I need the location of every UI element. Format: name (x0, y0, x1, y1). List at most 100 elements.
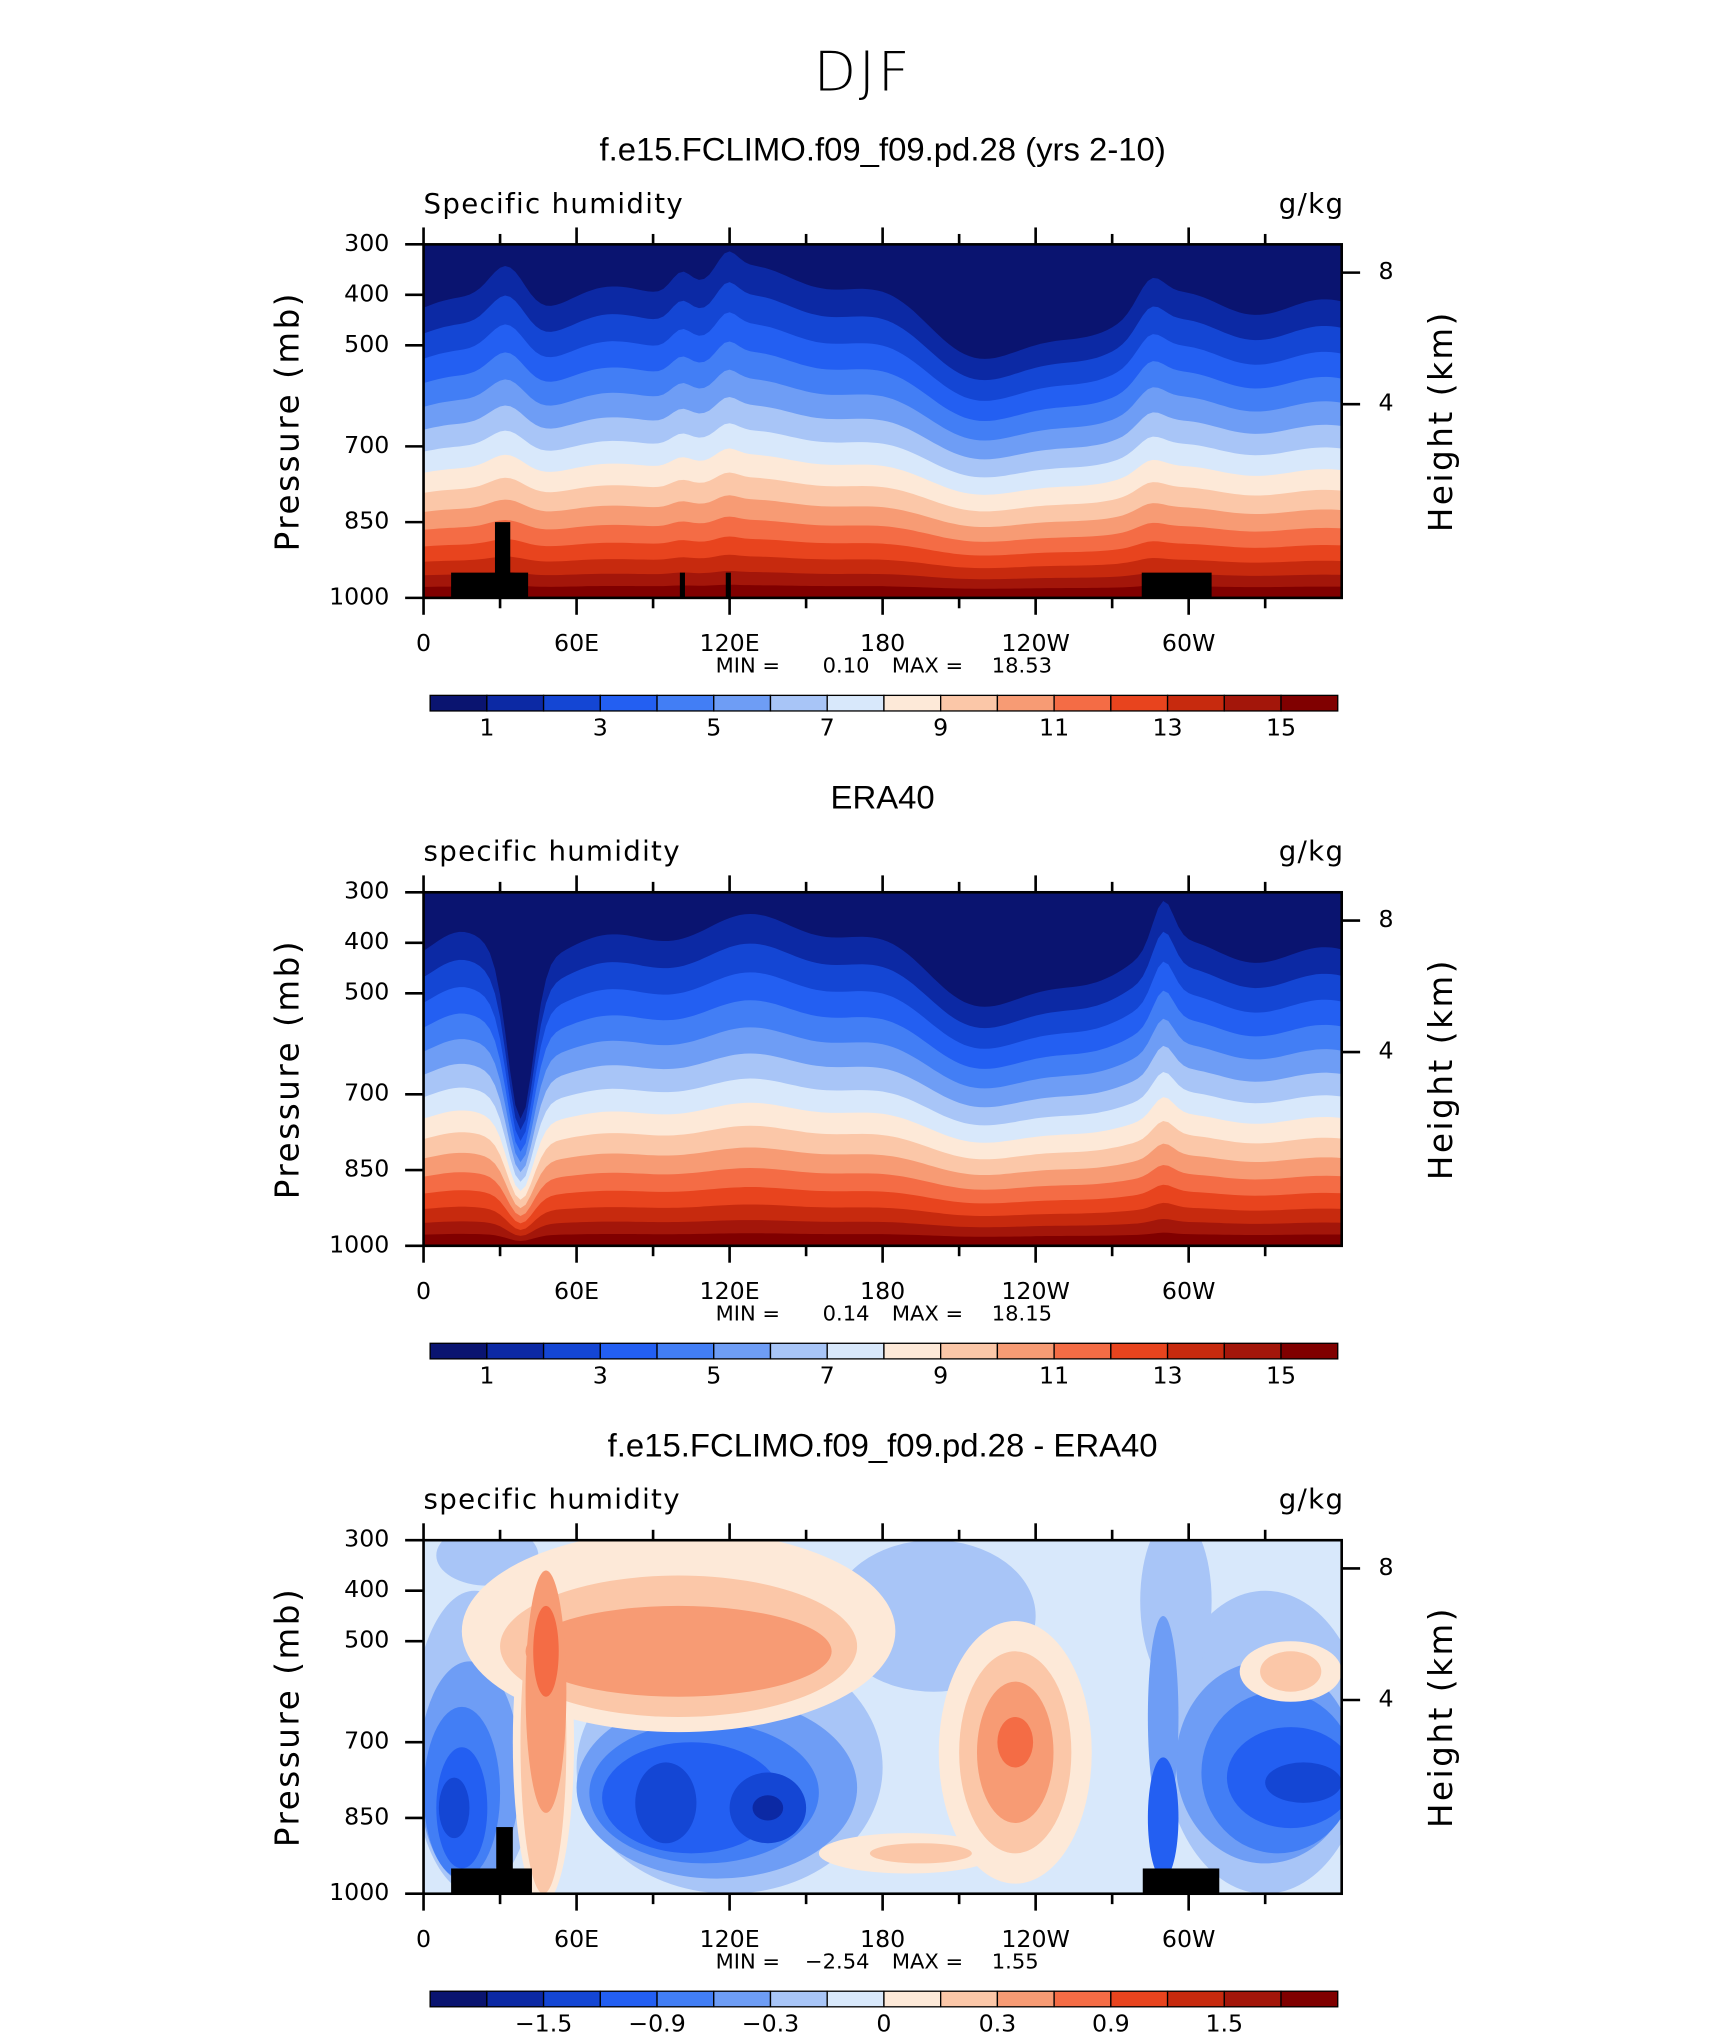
contour-band (1265, 1762, 1342, 1803)
max-text: MAX = (892, 654, 963, 678)
colorbar-label: −0.3 (742, 2010, 799, 2038)
y-tick-label: 400 (344, 1575, 389, 1603)
panel-title: f.e15.FCLIMO.f09_f09.pd.28 (yrs 2-10) (599, 131, 1165, 168)
colorbar-box (1166, 1990, 1225, 2008)
colorbar-box (713, 1990, 772, 2008)
y-tick-label: 400 (344, 927, 389, 955)
y-tick-label: 500 (344, 978, 389, 1006)
colorbar-box (1110, 694, 1169, 712)
colorbar-box (883, 694, 942, 712)
colorbar-box (713, 694, 772, 712)
contour-band (525, 1605, 832, 1697)
x-tick-label: 120W (1001, 1925, 1070, 1953)
colorbar-label: 5 (706, 714, 721, 742)
colorbar-label: 9 (933, 1362, 948, 1390)
y-axis-label: Pressure (mb) (268, 1587, 306, 1847)
y2-tick-label: 4 (1379, 1037, 1394, 1065)
contour-band (869, 1843, 972, 1864)
y-tick-label: 1000 (329, 1230, 389, 1258)
colorbar-box (826, 1342, 885, 1360)
units-label: g/kg (1279, 189, 1345, 220)
contour-field (423, 244, 1342, 598)
y-tick-label: 500 (344, 330, 389, 358)
colorbar-box (656, 1342, 715, 1360)
colorbar-box (429, 1342, 488, 1360)
y2-tick-label: 8 (1379, 905, 1394, 933)
colorbar-box (1110, 1342, 1169, 1360)
topography (451, 572, 529, 598)
y2-axis-label: Height (km) (1422, 310, 1460, 532)
colorbar-box (486, 1990, 545, 2008)
colorbar-box (656, 694, 715, 712)
contour-band (997, 1716, 1034, 1768)
x-tick-label: 60W (1162, 1925, 1216, 1953)
x-tick-label: 60E (554, 1925, 599, 1953)
contour-band (635, 1762, 697, 1844)
y2-axis-label: Height (km) (1422, 1606, 1460, 1828)
contour-band (1147, 1757, 1179, 1879)
colorbar-box (996, 1990, 1055, 2008)
y-tick-label: 1000 (329, 1878, 389, 1906)
x-tick-label: 180 (860, 1277, 905, 1305)
colorbar-box (996, 1342, 1055, 1360)
colorbar-box (599, 1990, 658, 2008)
max-value: 18.15 (992, 1302, 1052, 1326)
y-axis-label: Pressure (mb) (268, 939, 306, 1199)
x-tick-label: 0 (416, 1925, 431, 1953)
colorbar-box (996, 694, 1055, 712)
contour-band (1260, 1651, 1322, 1692)
colorbar-box (1280, 1342, 1339, 1360)
colorbar-box (1280, 694, 1339, 712)
colorbar-label: 7 (820, 714, 835, 742)
figure-title: DJF (814, 40, 912, 104)
colorbar-label: 13 (1153, 1362, 1183, 1390)
x-tick-label: 120E (700, 629, 760, 657)
colorbar-label: 1.5 (1205, 2010, 1243, 2038)
units-label: g/kg (1279, 837, 1345, 868)
colorbar-box (486, 1342, 545, 1360)
colorbar-box (542, 1342, 601, 1360)
max-value: 1.55 (992, 1950, 1039, 1974)
x-tick-label: 120E (700, 1925, 760, 1953)
colorbar-box (429, 694, 488, 712)
x-tick-label: 120E (700, 1277, 760, 1305)
topography (1142, 1868, 1220, 1894)
colorbar-label: 3 (593, 1362, 608, 1390)
max-value: 18.53 (992, 654, 1052, 678)
y-tick-label: 700 (344, 1079, 389, 1107)
y-tick-label: 300 (344, 229, 389, 257)
colorbar-box (769, 1990, 828, 2008)
colorbar-box (429, 1990, 488, 2008)
y-tick-label: 850 (344, 1803, 389, 1831)
colorbar-box (826, 1990, 885, 2008)
max-text: MAX = (892, 1950, 963, 1974)
colorbar-box (826, 694, 885, 712)
topography (1141, 572, 1212, 598)
topography (494, 522, 511, 598)
colorbar-label: 1 (479, 1362, 494, 1390)
x-tick-label: 120W (1001, 1277, 1070, 1305)
colorbar-box (1053, 1342, 1112, 1360)
contour-band (533, 1605, 559, 1697)
colorbar-box (599, 694, 658, 712)
y2-tick-label: 8 (1379, 1553, 1394, 1581)
colorbar-box (940, 694, 999, 712)
y-tick-label: 850 (344, 1155, 389, 1183)
y-axis-label: Pressure (mb) (268, 291, 306, 551)
y-tick-label: 400 (344, 279, 389, 307)
contour-band (438, 1777, 470, 1839)
colorbar-box (542, 1990, 601, 2008)
panel-title: f.e15.FCLIMO.f09_f09.pd.28 - ERA40 (608, 1427, 1158, 1464)
x-tick-label: 180 (860, 629, 905, 657)
colorbar-box (883, 1342, 942, 1360)
colorbar-box (1166, 694, 1225, 712)
colorbar-box (1223, 1990, 1282, 2008)
x-tick-label: 0 (416, 1277, 431, 1305)
colorbar-box (1223, 694, 1282, 712)
colorbar-box (940, 1990, 999, 2008)
colorbar-box (1110, 1990, 1169, 2008)
colorbar-label: 0.3 (979, 2010, 1017, 2038)
colorbar-box (769, 1342, 828, 1360)
x-tick-label: 60E (554, 1277, 599, 1305)
